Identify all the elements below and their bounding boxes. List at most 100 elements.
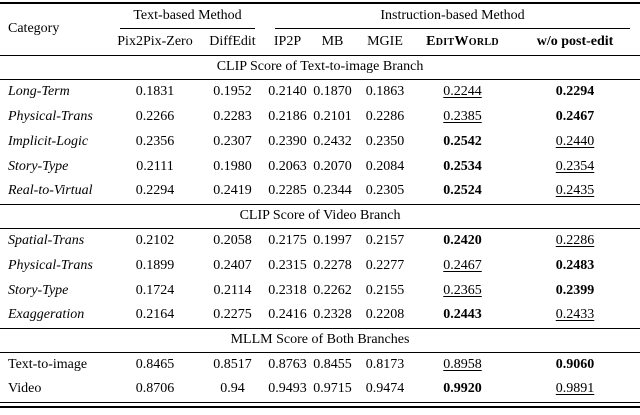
cell-value: 0.9715	[310, 377, 355, 403]
cell-value: 0.9474	[355, 377, 415, 403]
cell-value: 0.2140	[268, 83, 307, 99]
cell-value: 0.2283	[213, 108, 252, 124]
cell-value: 0.2164	[135, 307, 175, 323]
table-header: Category Text-based Method Instruction-b…	[0, 3, 640, 55]
cell-value: 0.8517	[213, 356, 252, 372]
cell-value: 0.1870	[313, 83, 352, 99]
table-row: Video 0.8706 0.94 0.9493 0.9715 0.9474 0.9920 0…	[0, 377, 640, 403]
cell-value: 0.2063	[268, 158, 307, 174]
method-header-row: Pix2Pix-Zero DiffEdit IP2P MB MGIE EditWorld w…	[0, 29, 640, 55]
cell-value: 0.2111	[136, 158, 174, 174]
row-category: Spatial-Trans	[8, 232, 85, 248]
cell-value: 0.2084	[365, 158, 405, 174]
table-wrapper: Category Text-based Method Instruction-b…	[0, 2, 640, 408]
group-header-text-based-label: Text-based Method	[120, 5, 255, 29]
cell-value: 0.2407	[213, 257, 252, 273]
results-table: Category Text-based Method Instruction-b…	[0, 2, 640, 403]
table-row: Story-Type 0.1724 0.2114 0.2318 0.2262 0.2155…	[0, 278, 640, 303]
cell-value: 0.2114	[213, 282, 252, 298]
cell-value: 0.2416	[268, 307, 307, 323]
cell-value: 0.2467	[443, 257, 482, 273]
col-header-editworld: EditWorld	[426, 33, 499, 49]
section-title: MLLM Score of Both Branches	[0, 327, 640, 353]
table-body: CLIP Score of Text-to-image Branch Long-T…	[0, 54, 640, 403]
cell-value: 0.2294	[555, 83, 595, 99]
table-row: Physical-Trans 0.1899 0.2407 0.2315 0.2278 0.…	[0, 253, 640, 278]
table-row: Spatial-Trans 0.2102 0.2058 0.2175 0.1997 0.2…	[0, 228, 640, 253]
cell-value: 0.2286	[555, 232, 595, 248]
cell-value: 0.2286	[365, 108, 405, 124]
cell-value: 0.2294	[135, 183, 175, 199]
cell-value: 0.2467	[555, 108, 595, 124]
category-column-header: Category	[8, 21, 60, 37]
group-header-instruction-based: Instruction-based Method	[265, 3, 640, 29]
section-title: CLIP Score of Text-to-image Branch	[0, 54, 640, 80]
cell-value: 0.9891	[510, 377, 640, 403]
cell-value: 0.2483	[555, 257, 595, 273]
row-category: Physical-Trans	[8, 108, 93, 124]
cell-value: 0.2433	[555, 307, 595, 323]
cell-value: 0.2432	[313, 133, 352, 149]
group-header-row: Category Text-based Method Instruction-b…	[0, 3, 640, 36]
cell-value: 0.2208	[365, 307, 405, 323]
section-title-row: MLLM Score of Both Branches	[0, 327, 640, 353]
section-title: CLIP Score of Video Branch	[0, 203, 640, 229]
section-title-row: CLIP Score of Text-to-image Branch	[0, 54, 640, 80]
cell-value: 0.2350	[365, 133, 405, 149]
cell-value: 0.9920	[415, 377, 510, 403]
cell-value: 0.2328	[313, 307, 352, 323]
cell-value: 0.2524	[443, 183, 482, 199]
cell-value: 0.2266	[135, 108, 175, 124]
row-category: Story-Type	[8, 158, 69, 174]
row-category: Long-Term	[8, 83, 70, 99]
table-row: Implicit-Logic 0.2356 0.2307 0.2390 0.2432 0.…	[0, 129, 640, 154]
table-row: Physical-Trans 0.2266 0.2283 0.2186 0.2101 0.…	[0, 104, 640, 129]
cell-value: 0.1863	[365, 83, 405, 99]
cell-value: 0.1831	[135, 83, 175, 99]
cell-value: 0.94	[200, 377, 265, 403]
row-category: Exaggeration	[8, 307, 85, 323]
cell-value: 0.2542	[443, 133, 482, 149]
cell-value: 0.2244	[443, 83, 482, 99]
cell-value: 0.2058	[213, 232, 252, 248]
cell-value: 0.2070	[313, 158, 352, 174]
cell-value: 0.2175	[268, 232, 307, 248]
cell-value: 0.9060	[555, 356, 595, 372]
cell-value: 0.2307	[213, 133, 252, 149]
col-header-ip2p: IP2P	[273, 33, 302, 49]
cell-value: 0.2102	[135, 232, 175, 248]
cell-value: 0.8763	[268, 356, 307, 372]
cell-value: 0.8706	[110, 377, 200, 403]
group-header-instruction-based-label: Instruction-based Method	[275, 5, 631, 29]
table-row: Story-Type 0.2111 0.1980 0.2063 0.2070 0.2084…	[0, 154, 640, 179]
cell-value: 0.2354	[555, 158, 595, 174]
row-category: Physical-Trans	[8, 257, 93, 273]
cell-value: 0.2419	[213, 183, 252, 199]
cell-value: 0.2435	[555, 183, 595, 199]
col-header-wo-post-edit: w/o post-edit	[536, 33, 614, 49]
cell-value: 0.2278	[313, 257, 352, 273]
cell-value: 0.2315	[268, 257, 307, 273]
table-row: Long-Term 0.1831 0.1952 0.2140 0.1870 0.1863 0…	[0, 79, 640, 104]
table-row: Exaggeration 0.2164 0.2275 0.2416 0.2328 0.22…	[0, 303, 640, 328]
col-header-diffedit: DiffEdit	[209, 33, 256, 49]
col-header-pix2pix-zero: Pix2Pix-Zero	[117, 33, 193, 49]
cell-value: 0.2443	[443, 307, 482, 323]
cell-value: 0.2534	[443, 158, 482, 174]
col-header-mgie: MGIE	[367, 33, 403, 49]
cell-value: 0.8465	[135, 356, 175, 372]
row-category: Text-to-image	[8, 356, 88, 372]
cell-value: 0.2420	[443, 232, 482, 248]
cell-value: 0.9493	[265, 377, 310, 403]
cell-value: 0.2157	[365, 232, 405, 248]
row-category: Story-Type	[8, 282, 69, 298]
cell-value: 0.2275	[213, 307, 252, 323]
cell-value: 0.1997	[313, 232, 352, 248]
cell-value: 0.8173	[365, 356, 405, 372]
row-category: Real-to-Virtual	[8, 183, 93, 199]
cell-value: 0.2356	[135, 133, 175, 149]
cell-value: 0.2155	[365, 282, 405, 298]
cell-value: 0.2285	[268, 183, 307, 199]
row-category: Video	[0, 377, 110, 403]
